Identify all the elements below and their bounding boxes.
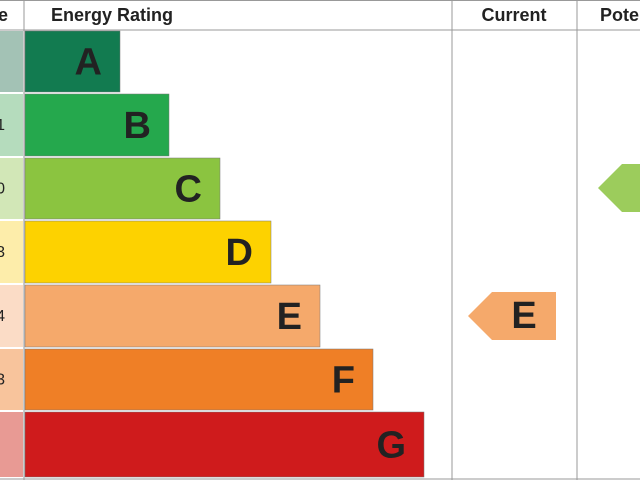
band-bar	[24, 30, 121, 93]
score-label: 4	[0, 308, 5, 325]
potential-arrow	[598, 164, 640, 212]
score-header: e	[0, 5, 8, 25]
score-label: 3	[0, 244, 5, 261]
score-label: 3	[0, 372, 5, 389]
band-letter: A	[75, 42, 102, 84]
band-letter: B	[124, 105, 151, 147]
band-letter: E	[277, 296, 302, 338]
score-label: 1	[0, 117, 5, 134]
band-bar	[24, 348, 374, 411]
rating-header: Energy Rating	[51, 5, 173, 25]
band-bar	[24, 411, 425, 478]
band-bar	[24, 284, 321, 348]
current-letter: E	[511, 295, 536, 337]
score-cell	[0, 31, 23, 92]
potential-header: Pote	[600, 5, 639, 25]
band-letter: C	[175, 169, 202, 211]
band-letter: F	[332, 360, 355, 402]
band-bar	[24, 157, 221, 220]
score-cell	[0, 158, 23, 219]
score-cell	[0, 412, 23, 477]
current-header: Current	[481, 5, 546, 25]
score-cell	[0, 221, 23, 283]
band-letter: G	[376, 425, 406, 467]
score-cell	[0, 94, 23, 156]
band-letter: D	[226, 232, 253, 274]
score-cell	[0, 349, 23, 410]
score-cell	[0, 285, 23, 347]
band-bar	[24, 220, 272, 284]
band-bar	[24, 93, 170, 157]
current-arrow	[468, 292, 556, 340]
score-label: 0	[0, 181, 5, 198]
